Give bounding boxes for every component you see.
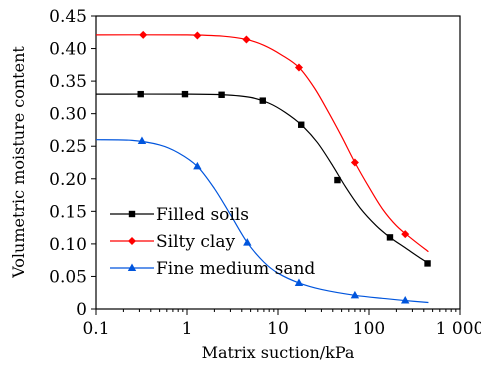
y-tick-label: 0.30 xyxy=(49,105,87,125)
series-line xyxy=(95,34,429,253)
data-point xyxy=(193,31,202,40)
data-point xyxy=(193,161,202,170)
x-tick-label: 100 xyxy=(353,319,385,339)
data-point xyxy=(401,296,410,304)
series-fine-medium-sand xyxy=(95,136,429,304)
axis-tick-labels: 0 0.05 0.10 0.15 0.20 0.25 0.30 0.35 0.40 0.45 0.1… xyxy=(49,7,481,339)
legend-label: Silty clay xyxy=(156,232,235,252)
data-point xyxy=(127,263,137,271)
y-tick-label: 0.35 xyxy=(49,72,87,92)
data-point xyxy=(218,91,225,98)
data-point xyxy=(334,176,341,184)
data-point xyxy=(298,121,305,128)
legend-label: Filled soils xyxy=(156,205,249,225)
x-tick-label: 0.1 xyxy=(82,319,109,339)
legend-item: Fine medium sand xyxy=(110,259,315,279)
y-tick-label: 0 xyxy=(76,300,87,320)
x-axis-title: Matrix suction/kPa xyxy=(202,343,355,362)
data-point xyxy=(242,35,251,44)
data-point xyxy=(294,63,303,72)
series-line xyxy=(95,139,429,304)
y-tick-label: 0.10 xyxy=(49,235,87,255)
y-tick-label: 0.40 xyxy=(49,40,87,60)
data-point xyxy=(350,290,360,299)
data-point xyxy=(259,97,266,104)
data-point xyxy=(294,278,304,286)
y-tick-label: 0.25 xyxy=(49,137,87,157)
legend-label: Fine medium sand xyxy=(156,259,315,279)
data-point xyxy=(137,90,144,98)
data-point xyxy=(401,230,410,239)
x-tick-label: 10 xyxy=(267,319,289,339)
data-point xyxy=(243,238,252,246)
series-line xyxy=(95,93,428,264)
data-point xyxy=(139,30,148,39)
data-point xyxy=(350,158,359,167)
y-tick-label: 0.45 xyxy=(49,7,87,27)
legend: Filled soils Silty clay Fine medium sand xyxy=(110,205,315,279)
legend-item: Filled soils xyxy=(110,205,249,225)
data-point xyxy=(128,237,136,245)
axis-ticks xyxy=(91,15,461,315)
data-point xyxy=(386,234,394,241)
x-tick-label: 1 xyxy=(182,319,193,339)
y-tick-label: 0.15 xyxy=(49,202,87,222)
y-axis-title: Volumetric moisture content xyxy=(9,46,28,279)
legend-item: Silty clay xyxy=(110,232,235,252)
data-point xyxy=(137,136,147,145)
y-tick-label: 0.05 xyxy=(49,267,87,287)
x-tick-label: 1 000 xyxy=(436,319,481,339)
data-point xyxy=(424,260,431,267)
series-layer xyxy=(95,30,431,304)
data-point xyxy=(128,210,136,218)
data-point xyxy=(181,90,189,98)
series-filled-soils xyxy=(95,90,431,267)
y-tick-label: 0.20 xyxy=(49,170,87,190)
series-silty-clay xyxy=(95,30,429,253)
